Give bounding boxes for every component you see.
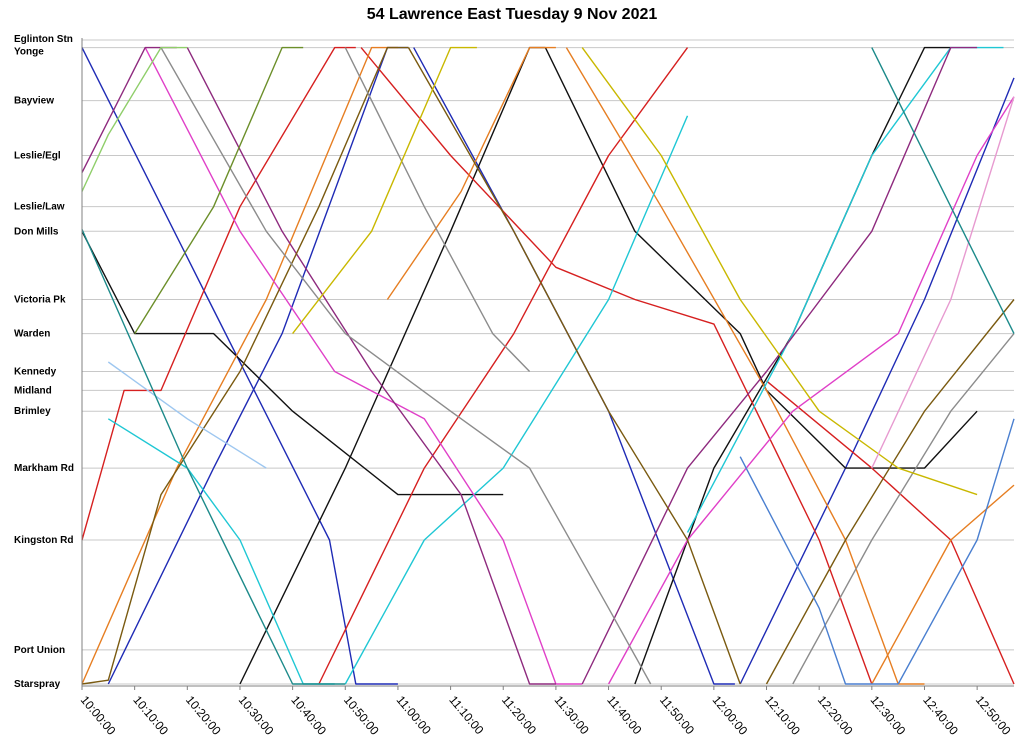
stop-label: Leslie/Egl — [14, 151, 61, 162]
bus-trace — [160, 47, 652, 685]
x-tick-label: 10:40:00 — [288, 693, 329, 738]
x-tick-label: 12:10:00 — [762, 693, 803, 738]
bus-trace — [107, 361, 267, 469]
x-tick-label: 12:30:00 — [868, 693, 909, 738]
bus-trace — [871, 484, 1015, 685]
x-tick-label: 12:20:00 — [815, 693, 856, 738]
x-tick-label: 12:00:00 — [710, 693, 751, 738]
x-tick-label: 10:10:00 — [130, 693, 171, 738]
bus-trace — [413, 47, 735, 685]
stop-label: Bayview — [14, 96, 54, 107]
bus-trace — [186, 47, 556, 685]
x-tick-label: 12:50:00 — [973, 693, 1014, 738]
x-tick-label: 11:00:00 — [394, 693, 434, 737]
bus-trace — [871, 96, 1015, 469]
bus-trace — [765, 299, 1015, 685]
bus-trace — [107, 46, 409, 685]
bus-trace — [581, 47, 978, 496]
bus-trace — [81, 46, 398, 685]
bus-trace — [81, 229, 346, 685]
bus-trace — [81, 46, 188, 192]
stop-label: Midland — [14, 385, 52, 396]
stop-label: Kennedy — [14, 366, 57, 377]
bus-trace — [739, 77, 1015, 685]
bus-trace — [871, 47, 1015, 334]
bus-trace — [792, 333, 1015, 685]
label-layer: Eglinton Stn Yonge Bayview Leslie/Egl Leslie… — [14, 34, 1014, 738]
bus-trace — [634, 46, 951, 685]
bus-trace — [897, 418, 1015, 685]
bus-trace — [407, 47, 741, 685]
bus-trace — [134, 46, 304, 334]
x-tick-label: 10:00:00 — [78, 693, 119, 738]
axis-layer — [81, 38, 1014, 690]
bus-trace — [739, 456, 899, 685]
bus-trace — [386, 46, 556, 300]
x-tick-label: 10:20:00 — [183, 693, 224, 738]
bus-trace — [81, 46, 409, 685]
x-tick-label: 11:50:00 — [657, 693, 697, 737]
x-tick-label: 10:50:00 — [341, 693, 382, 738]
bus-trace — [81, 230, 504, 496]
bus-trace — [581, 46, 978, 685]
bus-trace — [107, 418, 335, 685]
bus-trace — [607, 96, 1015, 685]
bus-trace — [544, 47, 978, 469]
bus-trace — [81, 47, 398, 685]
stop-label: Eglinton Stn — [14, 34, 73, 45]
x-tick-label: 10:30:00 — [236, 693, 277, 738]
stop-label: Victoria Pk — [14, 294, 66, 305]
x-tick-label: 11:30:00 — [552, 693, 592, 737]
series-layer — [81, 46, 1015, 685]
x-tick-label: 11:20:00 — [499, 693, 539, 737]
bus-trace — [766, 380, 1015, 685]
bus-trace — [81, 46, 177, 173]
x-tick-label: 12:40:00 — [920, 693, 961, 738]
stop-label: Markham Rd — [14, 463, 74, 474]
stop-label: Kingston Rd — [14, 535, 73, 546]
x-tick-label: 11:40:00 — [604, 693, 644, 737]
bus-trace — [144, 47, 583, 685]
grid-layer — [82, 39, 1014, 685]
stop-label: Yonge — [14, 47, 44, 58]
bus-trace — [318, 47, 689, 685]
bus-trace — [344, 115, 689, 685]
stop-label: Brimley — [14, 406, 51, 417]
bus-trace — [565, 47, 925, 685]
stop-label: Leslie/Law — [14, 202, 65, 213]
bus-trace — [81, 46, 356, 541]
stop-label: Warden — [14, 329, 50, 340]
bus-trace — [360, 47, 873, 685]
bus-trace — [344, 47, 531, 372]
stop-label: Starspray — [14, 679, 61, 690]
bus-trace — [292, 46, 477, 335]
stop-label: Port Union — [14, 645, 65, 656]
chart-title: 54 Lawrence East Tuesday 9 Nov 2021 — [366, 6, 658, 23]
x-tick-label: 11:10:00 — [446, 693, 486, 737]
stop-label: Don Mills — [14, 226, 59, 237]
